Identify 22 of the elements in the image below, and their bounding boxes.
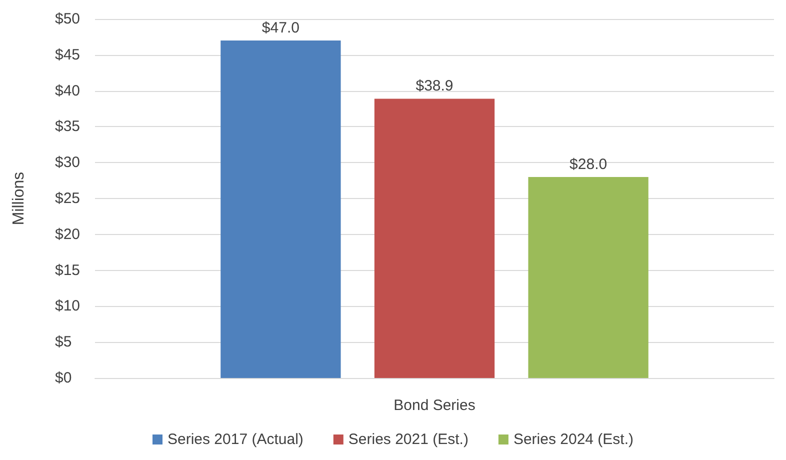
y-tick-label: $15 [55,262,80,279]
legend-label: Series 2017 (Actual) [168,431,304,448]
legend-label: Series 2024 (Est.) [513,431,634,448]
y-tick-label: $25 [55,190,80,207]
y-tick-label: $5 [55,334,72,351]
y-tick-label: $20 [55,226,80,243]
y-tick-label: $30 [55,154,80,172]
y-tick-label: $35 [55,118,80,136]
y-axis-title: Millions [10,172,28,226]
data-label: $28.0 [570,156,608,173]
legend-label: Series 2021 (Est.) [348,431,468,448]
bar [220,40,341,378]
data-label: $47.0 [262,20,300,37]
y-tick-label: $10 [55,298,80,315]
y-tick-label: $50 [55,10,80,28]
y-tick-label: $40 [55,82,80,100]
x-tick-label: Bond Series [394,397,476,414]
data-label: $38.9 [416,78,454,95]
bar [528,176,648,378]
y-tick-label: $0 [55,370,72,386]
y-tick-label: $45 [55,46,80,64]
bar [374,98,495,378]
